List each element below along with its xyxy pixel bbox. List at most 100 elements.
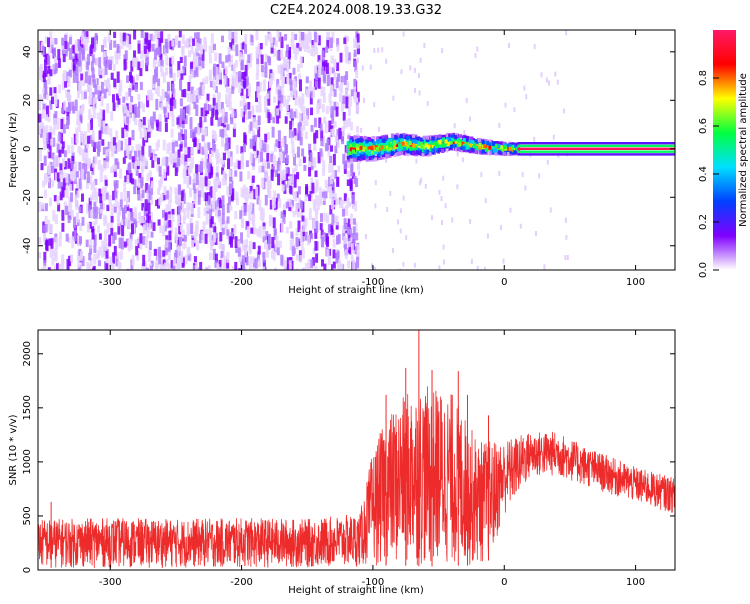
heatmap-cell [351, 194, 355, 206]
heatmap-cell [157, 246, 161, 257]
heatmap-cell [441, 220, 443, 225]
heatmap-cell [65, 233, 69, 242]
heatmap-cell [54, 55, 58, 62]
heatmap-cell [268, 190, 272, 199]
heatmap-cell [84, 40, 88, 52]
heatmap-cell [426, 135, 430, 140]
heatmap-cell [58, 149, 62, 158]
heatmap-cell [443, 142, 447, 147]
heatmap-cell [172, 257, 176, 269]
heatmap-cell [175, 157, 179, 169]
heatmap-cell [366, 142, 370, 147]
heatmap-cell [157, 219, 161, 226]
x-tick-label: -200 [230, 577, 253, 588]
heatmap-cell [119, 199, 123, 211]
heatmap-cell [486, 233, 489, 239]
heatmap-cell [169, 234, 172, 246]
heatmap-cell [286, 73, 290, 83]
heatmap-cell [545, 77, 548, 83]
heatmap-cell [143, 50, 147, 59]
heatmap-cell [146, 227, 150, 239]
heatmap-cell [125, 238, 129, 247]
heatmap-cell [137, 177, 141, 188]
heatmap-cell [425, 150, 429, 154]
heatmap-cell [328, 176, 332, 188]
heatmap-cell [300, 126, 304, 137]
heatmap-cell [325, 62, 329, 75]
heatmap-cell [61, 44, 65, 56]
heatmap-cell [206, 93, 210, 102]
heatmap-cell [129, 238, 133, 250]
heatmap-cell [299, 255, 303, 263]
heatmap-cell [92, 221, 96, 231]
heatmap-cell [98, 208, 102, 219]
heatmap-cell [146, 221, 150, 233]
heatmap-cell [408, 141, 412, 146]
heatmap-cell [195, 262, 199, 270]
heatmap-cell [60, 107, 64, 114]
heatmap-cell [73, 172, 76, 180]
heatmap-cell [241, 152, 244, 164]
heatmap-cell [293, 153, 296, 166]
heatmap-cell [94, 178, 98, 186]
heatmap-cell [253, 189, 257, 200]
heatmap-cell [160, 69, 164, 77]
heatmap-cell [412, 146, 416, 151]
heatmap-cell [192, 178, 196, 191]
heatmap-cell [149, 33, 153, 41]
heatmap-cell [237, 240, 241, 250]
heatmap-cell [289, 257, 293, 264]
heatmap-cell [90, 118, 93, 131]
heatmap-cell [99, 68, 103, 76]
heatmap-cell [200, 45, 203, 55]
heatmap-cell [163, 106, 167, 114]
heatmap-cell [128, 162, 132, 174]
heatmap-cell [404, 142, 408, 146]
heatmap-cell [297, 186, 301, 195]
heatmap-cell [149, 212, 153, 224]
heatmap-cell [160, 103, 164, 111]
heatmap-cell [399, 228, 402, 234]
heatmap-cell [349, 147, 353, 152]
heatmap-cell [349, 143, 353, 148]
heatmap-cell [195, 48, 199, 58]
heatmap-cell [60, 118, 64, 130]
heatmap-cell [138, 121, 142, 132]
heatmap-cell [502, 258, 505, 264]
heatmap-cell [110, 262, 114, 270]
heatmap-cell [92, 41, 96, 53]
heatmap-cell [267, 98, 271, 106]
heatmap-cell [140, 50, 144, 60]
heatmap-cell [464, 141, 468, 146]
heatmap-cell [398, 143, 402, 148]
heatmap-cell [109, 142, 113, 152]
heatmap-cell [486, 151, 490, 156]
heatmap-cell [100, 81, 104, 94]
snr-xlabel: Height of straight line (km) [288, 585, 424, 596]
heatmap-cell [350, 158, 354, 163]
heatmap-cell [428, 152, 432, 157]
heatmap-cell [175, 35, 179, 46]
heatmap-cell [330, 77, 334, 86]
heatmap-cell [102, 203, 105, 211]
heatmap-cell [81, 168, 84, 180]
heatmap-cell [391, 151, 395, 155]
heatmap-cell [543, 264, 546, 270]
heatmap-cell [415, 150, 419, 155]
heatmap-cell [336, 252, 339, 260]
heatmap-cell [269, 113, 273, 120]
heatmap-cell [49, 65, 53, 73]
heatmap-cell [64, 81, 68, 88]
heatmap-cell [183, 89, 187, 98]
heatmap-cell [162, 72, 166, 83]
heatmap-cell [133, 30, 137, 40]
heatmap-cell [275, 139, 279, 147]
heatmap-cell [48, 44, 52, 54]
heatmap-cell [75, 201, 79, 210]
colorbar [713, 30, 736, 270]
heatmap-cell [145, 32, 149, 43]
heatmap-cell [226, 216, 230, 224]
heatmap-cell [48, 142, 52, 152]
heatmap-cell [318, 117, 322, 128]
heatmap-cell [217, 181, 221, 189]
